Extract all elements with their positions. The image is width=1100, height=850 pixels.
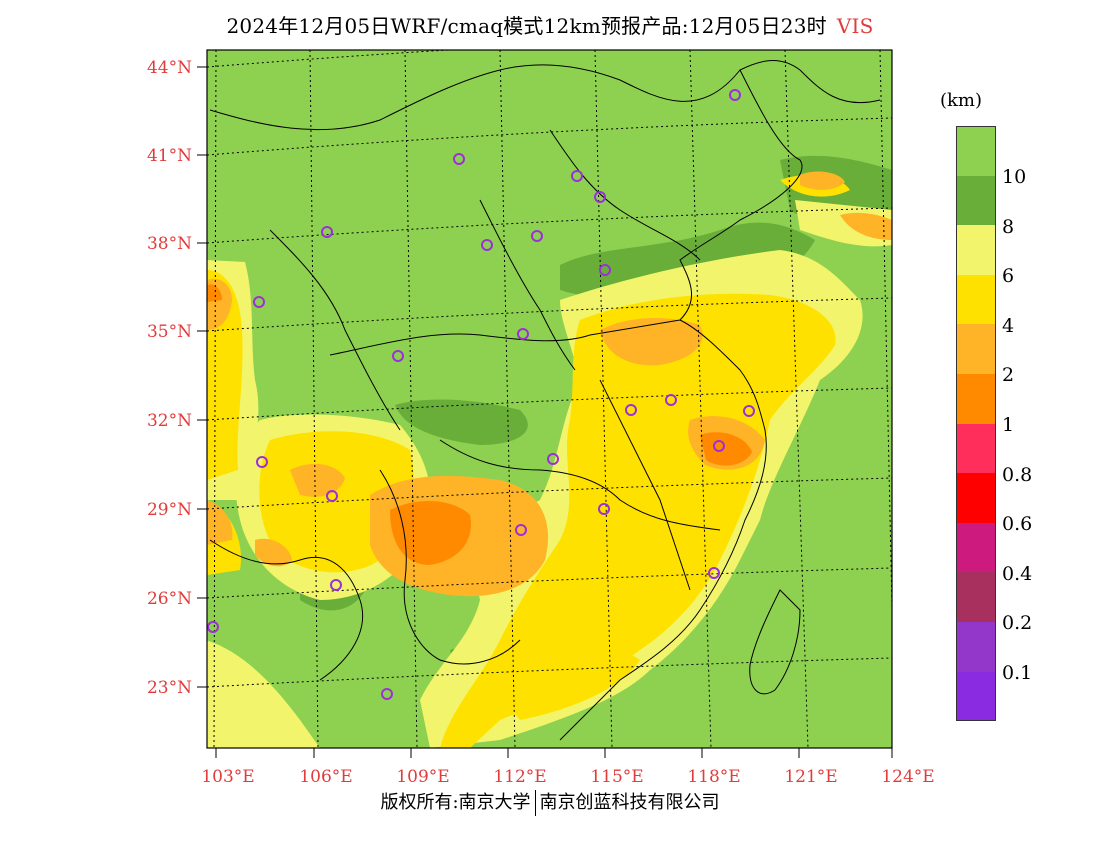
- colorbar-segment: [956, 225, 996, 275]
- colorbar-label: 0.8: [1002, 463, 1033, 486]
- legend-unit: (km): [940, 90, 983, 111]
- colorbar-segment: [956, 373, 996, 424]
- title-variable: VIS: [836, 14, 874, 38]
- colorbar-label: 0.4: [1002, 562, 1033, 585]
- colorbar-segment: [956, 473, 996, 523]
- footer-right: 南京创蓝科技有限公司: [539, 792, 720, 813]
- lon-tick-label: 109°E: [396, 767, 449, 787]
- city-markers: [207, 89, 755, 700]
- colorbar-label: 10: [1002, 166, 1027, 188]
- title-main: 2024年12月05日WRF/cmaq模式12km预报产品:12月05日23时: [226, 14, 827, 38]
- boundaries: [209, 60, 881, 741]
- colorbar-segment: [956, 126, 996, 176]
- lat-tick-label: 23°N: [147, 678, 192, 698]
- city-marker: [453, 153, 465, 165]
- city-marker: [598, 503, 610, 515]
- footer-separator: [534, 790, 536, 816]
- city-marker: [625, 404, 637, 416]
- colorbar-label: 8: [1002, 215, 1015, 238]
- city-marker: [708, 567, 720, 579]
- city-marker: [256, 456, 268, 468]
- city-marker: [531, 230, 543, 242]
- colorbar-segment: [956, 621, 996, 672]
- city-marker: [515, 524, 527, 536]
- colorbar-segment: [956, 572, 996, 622]
- lat-tick-label: 38°N: [147, 234, 192, 254]
- copyright-footer: 版权所有:南京大学 南京创蓝科技有限公司: [0, 788, 1100, 816]
- city-marker: [729, 89, 741, 101]
- lat-tick-label: 44°N: [147, 58, 192, 78]
- colorbar-segment: [956, 175, 996, 226]
- lat-tick-label: 29°N: [147, 500, 192, 520]
- city-marker: [326, 490, 338, 502]
- lon-tick-label: 118°E: [687, 767, 740, 787]
- lon-axis: 103°E 106°E 109°E 112°E 115°E 118°E 121°E 124°E: [201, 748, 935, 787]
- city-marker: [517, 328, 529, 340]
- city-marker: [207, 621, 219, 633]
- map-title: 2024年12月05日WRF/cmaq模式12km预报产品:12月05日23时 V…: [0, 10, 1100, 39]
- lon-tick-label: 115°E: [590, 767, 643, 787]
- map-frame: [206, 49, 893, 749]
- lat-tick-label: 35°N: [147, 322, 192, 342]
- footer-left: 版权所有:南京大学: [380, 792, 531, 813]
- city-marker: [571, 170, 583, 182]
- colorbar-segment: [956, 671, 996, 722]
- city-marker: [321, 226, 333, 238]
- lon-tick-label: 121°E: [784, 767, 837, 787]
- colorbar-segment: [956, 423, 996, 474]
- city-marker: [481, 239, 493, 251]
- city-marker: [713, 440, 725, 452]
- colorbar-label: 0.1: [1002, 662, 1033, 684]
- city-marker: [392, 350, 404, 362]
- lon-tick-label: 106°E: [299, 767, 352, 787]
- colorbar-label: 0.6: [1002, 513, 1033, 536]
- city-marker: [547, 453, 559, 465]
- colorbar: [956, 126, 996, 722]
- vis-zone-1-2: [207, 284, 752, 565]
- colorbar-label: 2: [1002, 364, 1015, 387]
- map-body: [207, 50, 892, 748]
- colorbar-label: 6: [1002, 265, 1015, 288]
- city-marker: [665, 394, 677, 406]
- lat-tick-label: 32°N: [147, 411, 192, 431]
- city-marker: [743, 405, 755, 417]
- colorbar-label: 0.2: [1002, 612, 1033, 635]
- city-marker: [599, 264, 611, 276]
- lat-tick-label: 41°N: [147, 146, 192, 166]
- colorbar-label: 1: [1002, 414, 1015, 436]
- city-marker: [381, 688, 393, 700]
- lon-tick-label: 103°E: [201, 767, 254, 787]
- lon-tick-label: 112°E: [493, 767, 546, 787]
- lat-tick-label: 26°N: [147, 589, 192, 609]
- graticule: [207, 50, 892, 748]
- city-marker: [594, 191, 606, 203]
- colorbar-label: 4: [1002, 314, 1015, 337]
- colorbar-segment: [956, 324, 996, 374]
- city-marker: [253, 296, 265, 308]
- city-marker: [330, 579, 342, 591]
- lon-tick-label: 124°E: [881, 767, 934, 787]
- colorbar-segment: [956, 522, 996, 573]
- lat-axis: 44°N 41°N 38°N 35°N 32°N 29°N 26°N 23°N: [147, 58, 207, 698]
- colorbar-segment: [956, 274, 996, 325]
